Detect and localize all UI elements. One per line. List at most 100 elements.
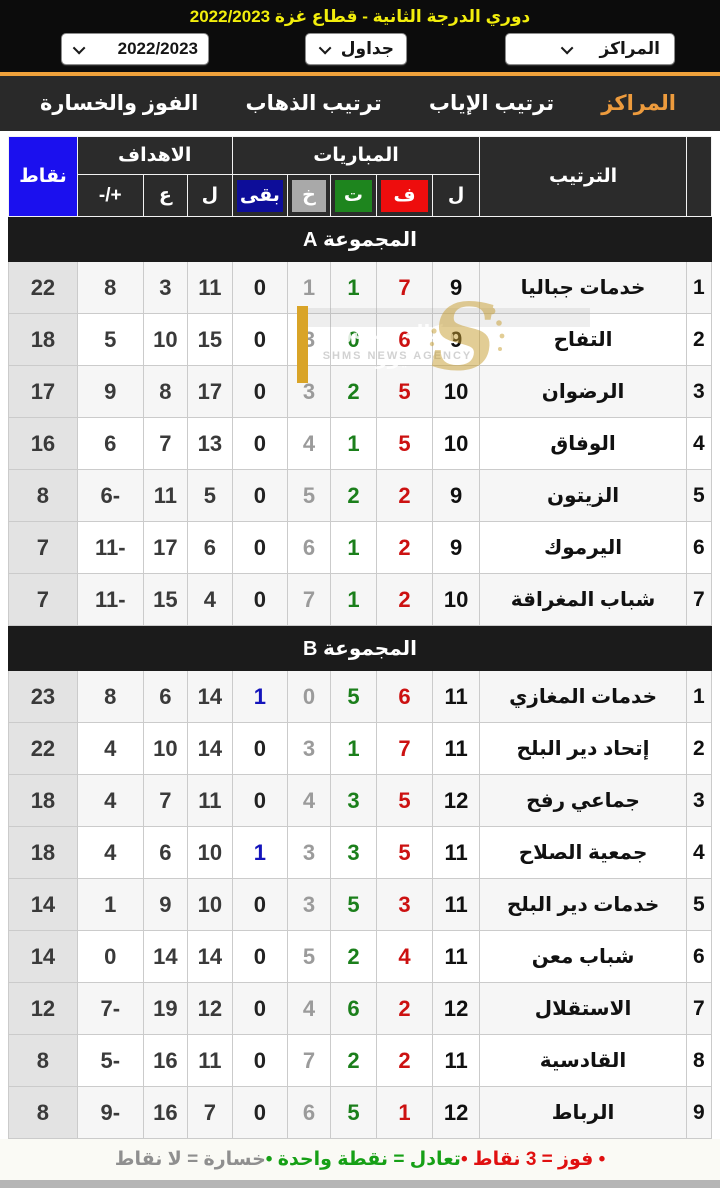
- rank-cell: 3: [685, 774, 713, 827]
- top-header: دوري الدرجة الثانية - قطاع غزة 2022/2023…: [0, 0, 720, 72]
- won-cell: 2: [376, 469, 433, 522]
- points-cell: 18: [8, 774, 78, 827]
- goals-for-cell: 17: [187, 365, 233, 418]
- goal-diff-cell: -6: [76, 469, 144, 522]
- lost-cell: 4: [287, 982, 331, 1035]
- tab-first-leg[interactable]: ترتيب الذهاب: [245, 92, 382, 115]
- draw-header: ت: [329, 174, 378, 217]
- team-row: 2 إتحاد دير البلح 11 7 1 3 0 14 10 4 22: [8, 722, 713, 775]
- table-header: الترتيب المباريات الاهداف نقاط ل ف ت خ ب…: [8, 136, 713, 217]
- points-header: نقاط: [8, 136, 78, 217]
- lost-cell: 4: [287, 417, 331, 470]
- standings-select[interactable]: المراكز: [505, 33, 675, 65]
- lost-cell: 3: [287, 365, 331, 418]
- goals-against-cell: 17: [142, 521, 189, 574]
- won-cell: 5: [376, 826, 433, 879]
- team-row: 6 اليرموك 9 2 1 6 0 6 17 -11 7: [8, 521, 713, 574]
- goals-for-cell: 11: [187, 774, 233, 827]
- draw-cell: 5: [329, 878, 378, 931]
- played-cell: 9: [431, 521, 481, 574]
- goal-diff-cell: -9: [76, 1086, 144, 1139]
- draw-cell: 1: [329, 722, 378, 775]
- goal-diff-cell: 4: [76, 826, 144, 879]
- rank-cell: 1: [685, 670, 713, 723]
- draw-cell: 6: [329, 982, 378, 1035]
- rank-cell: 6: [685, 930, 713, 983]
- team-row: 3 جماعي رفح 12 5 3 4 0 11 7 4 18: [8, 774, 713, 827]
- goals-for-cell: 7: [187, 1086, 233, 1139]
- tab-win-loss[interactable]: الفوز والخسارة: [40, 92, 199, 115]
- goals-for-cell: 4: [187, 573, 233, 626]
- remaining-cell: 0: [231, 469, 289, 522]
- rank-cell: 7: [685, 573, 713, 626]
- remaining-cell: 0: [231, 722, 289, 775]
- played-cell: 9: [431, 261, 481, 314]
- points-legend: • فوز = 3 نقاط • تعادل = نقطة واحدة • خس…: [0, 1139, 720, 1180]
- lost-cell: 4: [287, 774, 331, 827]
- goals-for-cell: 11: [187, 261, 233, 314]
- divider: [0, 131, 720, 136]
- goals-against-cell: 6: [142, 826, 189, 879]
- points-cell: 18: [8, 826, 78, 879]
- points-cell: 7: [8, 521, 78, 574]
- goals-for-cell: 14: [187, 930, 233, 983]
- points-cell: 8: [8, 1034, 78, 1087]
- bottom-bar: [0, 1180, 720, 1188]
- goal-diff-cell: 9: [76, 365, 144, 418]
- team-name: الرباط: [479, 1086, 687, 1139]
- lost-cell: 6: [287, 521, 331, 574]
- lost-header: خ: [287, 174, 331, 217]
- goals-against-cell: 10: [142, 722, 189, 775]
- team-name: الوفاق: [479, 417, 687, 470]
- won-cell: 5: [376, 365, 433, 418]
- legend-draw: تعادل = نقطة واحدة •: [265, 1149, 461, 1170]
- team-row: 1 خدمات المغازي 11 6 5 0 1 14 6 8 23: [8, 670, 713, 723]
- draw-cell: 5: [329, 670, 378, 723]
- rank-cell: 5: [685, 469, 713, 522]
- goals-against-cell: 3: [142, 261, 189, 314]
- season-select[interactable]: 2022/2023: [61, 33, 209, 65]
- goal-diff-cell: 8: [76, 261, 144, 314]
- won-cell: 7: [376, 722, 433, 775]
- points-cell: 12: [8, 982, 78, 1035]
- remaining-cell: 0: [231, 774, 289, 827]
- remaining-cell: 0: [231, 365, 289, 418]
- goals-against-cell: 9: [142, 878, 189, 931]
- draw-cell: 1: [329, 573, 378, 626]
- page-title: دوري الدرجة الثانية - قطاع غزة 2022/2023: [189, 7, 531, 26]
- played-cell: 10: [431, 365, 481, 418]
- goals-against-cell: 7: [142, 774, 189, 827]
- goal-diff-header: +/-: [76, 174, 144, 217]
- legend-loss: خسارة = لا نقاط: [114, 1149, 266, 1170]
- tab-bar: المراكز ترتيب الإياب ترتيب الذهاب الفوز …: [0, 72, 720, 131]
- draw-cell: 2: [329, 365, 378, 418]
- played-cell: 11: [431, 930, 481, 983]
- season-select-value: 2022/2023: [117, 39, 198, 58]
- team-row: 5 خدمات دير البلح 11 3 5 3 0 10 9 1 14: [8, 878, 713, 931]
- won-cell: 6: [376, 313, 433, 366]
- view-select[interactable]: جداول: [305, 33, 407, 65]
- team-name: القادسية: [479, 1034, 687, 1087]
- draw-cell: 2: [329, 469, 378, 522]
- goals-for-cell: 12: [187, 982, 233, 1035]
- view-select-value: جداول: [340, 39, 394, 58]
- remaining-cell: 1: [231, 826, 289, 879]
- won-header: ف: [376, 174, 433, 217]
- chevron-down-icon: [72, 41, 86, 54]
- points-cell: 8: [8, 1086, 78, 1139]
- played-cell: 11: [431, 1034, 481, 1087]
- goal-diff-cell: 4: [76, 774, 144, 827]
- rank-cell: 7: [685, 982, 713, 1035]
- lost-cell: 7: [287, 1034, 331, 1087]
- played-cell: 11: [431, 878, 481, 931]
- tab-second-leg[interactable]: ترتيب الإياب: [428, 92, 555, 115]
- remaining-cell: 0: [231, 1034, 289, 1087]
- draw-cell: 3: [329, 826, 378, 879]
- goal-diff-cell: 4: [76, 722, 144, 775]
- played-cell: 9: [431, 469, 481, 522]
- draw-cell: 0: [329, 313, 378, 366]
- team-row: 7 الاستقلال 12 2 6 4 0 12 19 -7 12: [8, 982, 713, 1035]
- lost-cell: 0: [287, 670, 331, 723]
- tab-standings[interactable]: المراكز: [601, 92, 676, 115]
- points-cell: 17: [8, 365, 78, 418]
